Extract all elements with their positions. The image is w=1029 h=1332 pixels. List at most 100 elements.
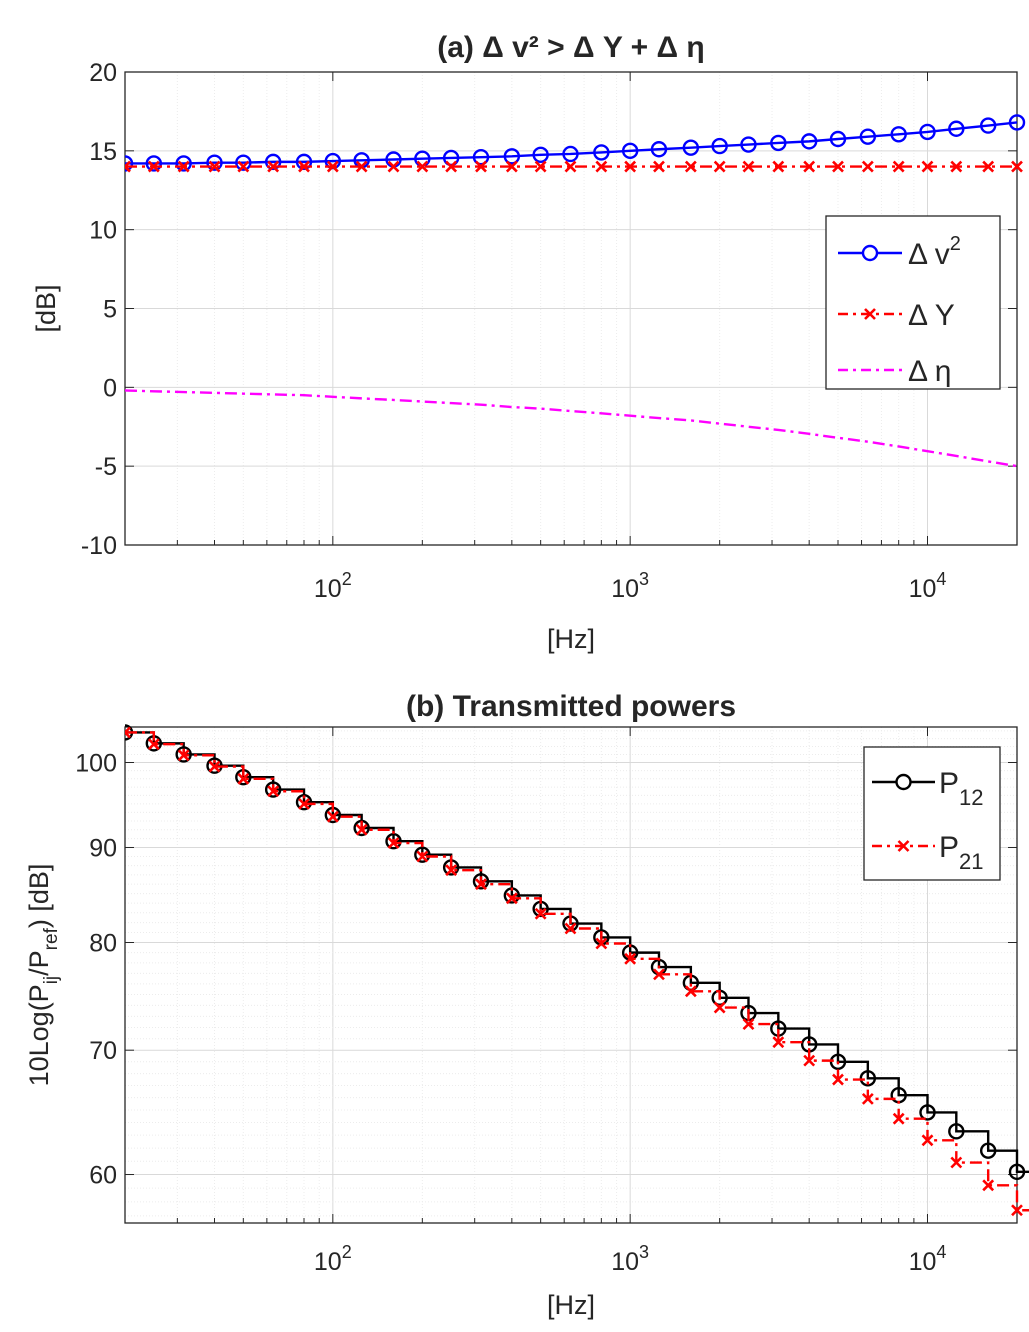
data-point-x	[684, 160, 697, 173]
chart-title: (a) Δ v² > Δ Y + Δ η	[437, 31, 705, 64]
data-point-x	[534, 907, 547, 920]
x-tick-label: 102	[314, 569, 352, 603]
x-tick-label: 102	[314, 1242, 352, 1276]
data-point-x	[445, 160, 458, 173]
data-point-circle	[295, 793, 313, 811]
x-tick-base: 10	[909, 1248, 937, 1276]
legend-label: P12	[939, 767, 984, 810]
y-tick-label: 20	[89, 59, 117, 87]
data-point-x	[803, 1054, 816, 1067]
data-point-x	[653, 968, 665, 981]
data-point-x	[298, 797, 310, 810]
data-point-circle	[829, 130, 847, 148]
data-point-circle	[800, 133, 818, 150]
data-point-x	[208, 160, 221, 173]
data-point-circle	[414, 846, 431, 863]
legend-label-base: Δ η	[908, 355, 951, 388]
data-point-x	[505, 160, 518, 173]
x-tick-base: 10	[314, 1248, 342, 1276]
data-point-circle	[650, 141, 668, 158]
data-point-x	[892, 1112, 905, 1125]
data-point-x	[713, 1001, 726, 1014]
data-point-circle	[472, 873, 490, 890]
data-point-circle	[979, 1142, 997, 1159]
grid	[124, 727, 1018, 1223]
data-point-circle	[682, 139, 700, 156]
x-tick-label: 104	[909, 1242, 947, 1276]
legend-label: P21	[939, 831, 984, 874]
data-point-x	[624, 952, 637, 965]
x-tick-base: 10	[314, 575, 342, 603]
data-point-circle	[770, 134, 787, 152]
data-point-x	[355, 160, 368, 173]
data-point-circle	[593, 144, 610, 161]
legend-label: Δ η	[908, 355, 951, 388]
data-point-x	[387, 160, 400, 173]
series-P12	[125, 724, 1029, 1181]
data-point-circle	[562, 145, 579, 163]
data-point-x	[950, 1156, 963, 1169]
y-tick-label: 90	[89, 834, 117, 862]
data-point-x	[177, 160, 190, 173]
y-label-part: 10Log(P	[24, 984, 54, 1086]
data-point-x	[125, 160, 131, 173]
data-point-x	[684, 985, 697, 998]
data-point-x	[950, 160, 963, 173]
y-tick-label: 5	[103, 296, 117, 324]
x-tick-label: 103	[611, 569, 649, 603]
data-point-x	[505, 892, 518, 905]
x-tick-label: 104	[909, 569, 947, 603]
legend-marker-circle	[861, 244, 879, 262]
y-tick-label: 0	[103, 374, 117, 402]
data-point-circle	[859, 128, 877, 145]
data-point-x	[564, 160, 577, 173]
legend-box	[863, 746, 1001, 881]
data-point-x	[355, 823, 368, 836]
x-tick-exponent: 4	[936, 569, 946, 589]
x-tick-base: 10	[611, 575, 639, 603]
data-point-x	[921, 160, 934, 173]
legend-marker-x	[897, 840, 910, 852]
y-tick-label: 60	[89, 1162, 117, 1190]
data-point-circle	[175, 155, 192, 172]
data-point-x	[177, 749, 190, 762]
legend-label-base: P	[939, 767, 959, 800]
data-point-x	[445, 864, 458, 877]
y-tick-label: -5	[95, 453, 117, 481]
data-point-circle	[264, 781, 282, 798]
data-point-circle	[385, 833, 402, 850]
data-point-circle	[979, 117, 997, 134]
y-tick-label: -10	[81, 532, 117, 560]
y-label-part: /P	[24, 950, 54, 976]
x-tick-base: 10	[909, 575, 937, 603]
data-point-x	[803, 160, 816, 173]
axes-frame	[124, 726, 1018, 1224]
data-point-circle	[919, 123, 936, 141]
data-point-x	[742, 160, 755, 173]
data-point-x	[772, 160, 785, 173]
data-point-x	[416, 160, 429, 173]
data-point-x	[832, 1073, 844, 1086]
series-line	[125, 121, 1018, 165]
legend: P12 P21	[863, 746, 1001, 881]
legend: Δ v2 Δ Y Δ η	[825, 215, 1001, 390]
chart-title: (b) Transmitted powers	[406, 690, 736, 723]
x-tick-exponent: 2	[342, 569, 352, 589]
x-axis-label: [Hz]	[547, 624, 595, 654]
data-point-x	[713, 160, 726, 173]
data-point-circle	[295, 153, 313, 171]
series-line	[125, 731, 1029, 1212]
y-label-part: ) [dB]	[24, 864, 54, 929]
data-point-circle	[1008, 1163, 1026, 1181]
y-axis-label: [dB]	[31, 284, 61, 332]
data-point-x	[742, 1018, 755, 1031]
series-line	[125, 731, 1029, 1174]
data-point-x	[982, 1179, 995, 1192]
data-point-x	[416, 850, 429, 863]
legend-label-subscript: 12	[959, 785, 983, 810]
data-point-circle	[948, 120, 965, 137]
data-point-circle	[472, 148, 490, 166]
data-point-x	[564, 922, 577, 935]
y-tick-label: 100	[75, 750, 117, 778]
